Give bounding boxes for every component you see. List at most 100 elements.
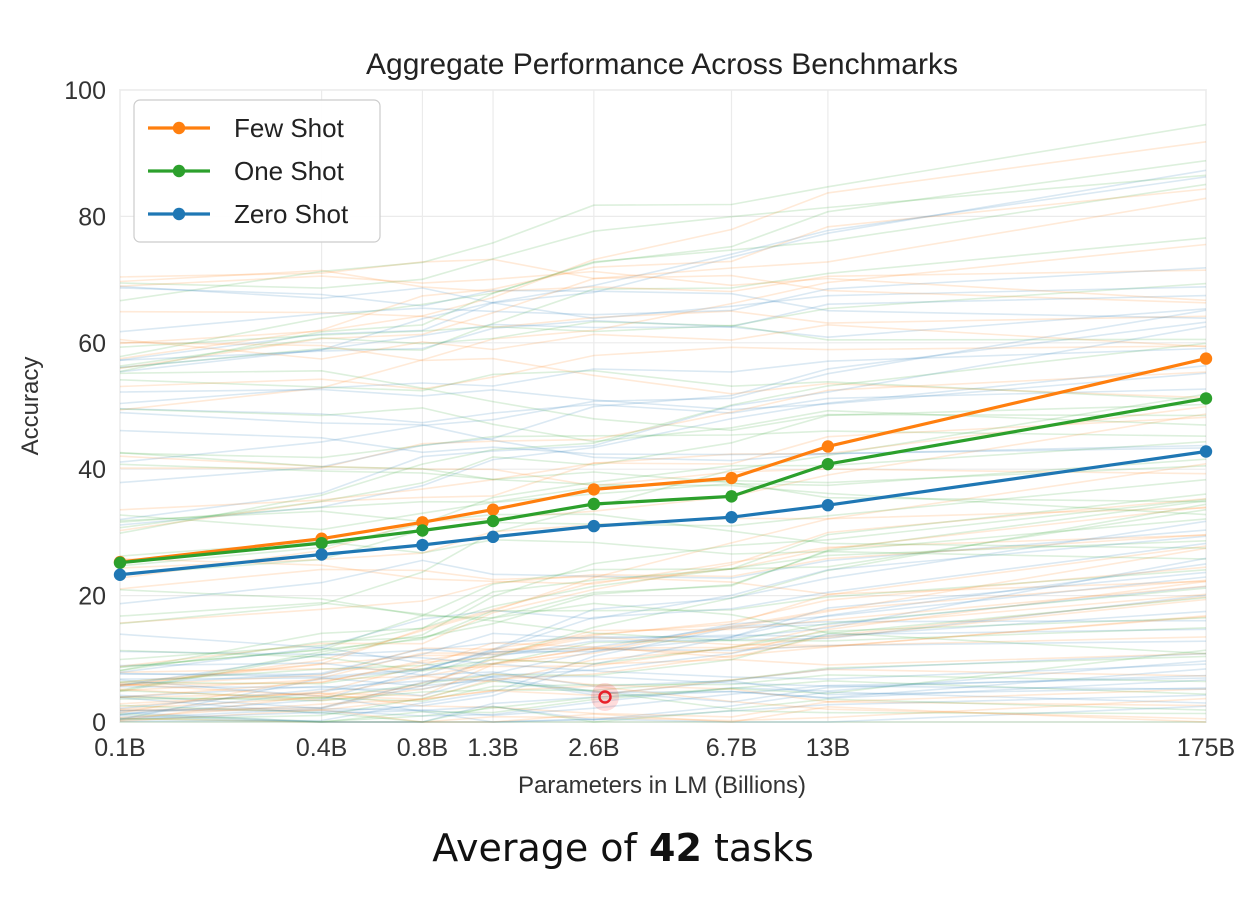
- task-line: [119, 636, 1207, 686]
- task-line: [119, 674, 1207, 703]
- task-line: [119, 323, 1207, 360]
- task-line: [119, 610, 1207, 676]
- x-tick-label: 13B: [806, 734, 850, 762]
- task-line: [119, 440, 1207, 567]
- task-line: [119, 679, 1207, 723]
- task-line: [119, 183, 1207, 373]
- task-line: [119, 679, 1207, 723]
- data-point: [113, 568, 127, 581]
- data-point: [725, 471, 738, 485]
- task-line: [119, 580, 1207, 687]
- task-line: [119, 497, 1207, 668]
- legend-marker: [172, 164, 186, 178]
- task-line: [119, 285, 1207, 320]
- task-line: [119, 308, 1207, 373]
- task-line: [119, 506, 1207, 684]
- data-point: [725, 511, 738, 524]
- task-line: [119, 451, 1207, 516]
- task-line: [119, 569, 1207, 669]
- data-point: [821, 440, 835, 453]
- task-line: [119, 342, 1207, 534]
- legend: Few Shot One Shot Zero Shot: [133, 99, 381, 243]
- task-line: [119, 309, 1207, 463]
- task-line: [119, 679, 1207, 710]
- task-line: [119, 345, 1207, 390]
- task-line: [119, 540, 1207, 661]
- task-line: [119, 675, 1207, 710]
- task-line: [119, 571, 1207, 687]
- task-line: [119, 520, 1207, 721]
- data-point: [113, 556, 127, 569]
- task-line: [119, 692, 1207, 718]
- y-tick-label: 0: [92, 709, 106, 737]
- cursor-marker: [591, 683, 619, 711]
- task-line: [119, 547, 1207, 721]
- task-line: [119, 369, 1207, 432]
- task-line: [119, 587, 1207, 685]
- task-line: [119, 341, 1207, 399]
- task-line: [119, 533, 1207, 624]
- task-line: [119, 535, 1207, 674]
- task-line: [119, 677, 1207, 720]
- legend-marker: [172, 207, 186, 221]
- x-axis-label: Parameters in LM (Billions): [518, 772, 806, 799]
- legend-label: Zero Shot: [234, 199, 349, 229]
- task-line: [119, 270, 1207, 302]
- data-point: [1199, 392, 1213, 405]
- task-line: [119, 616, 1207, 692]
- task-line: [119, 595, 1207, 708]
- data-point: [821, 457, 835, 471]
- task-line: [119, 601, 1207, 642]
- task-line: [119, 596, 1207, 700]
- series-line-few-shot: [119, 357, 1207, 564]
- task-line: [119, 499, 1207, 693]
- task-line: [119, 668, 1207, 723]
- legend-marker: [172, 121, 186, 135]
- task-line: [119, 372, 1207, 411]
- data-point: [416, 538, 429, 552]
- task-line: [119, 287, 1207, 319]
- task-line: [119, 529, 1207, 605]
- x-tick-label: 2.6B: [568, 734, 619, 762]
- chart-title: Aggregate Performance Across Benchmarks: [366, 48, 958, 81]
- caption-count: 42: [649, 826, 702, 870]
- task-line: [119, 294, 1207, 362]
- task-line: [119, 557, 1207, 712]
- task-line: [119, 563, 1207, 721]
- task-line: [119, 576, 1207, 678]
- task-line: [119, 680, 1207, 721]
- task-line: [119, 566, 1207, 714]
- x-tick-label: 175B: [1177, 734, 1235, 762]
- task-line: [119, 429, 1207, 456]
- data-point: [315, 536, 328, 550]
- task-line: [119, 672, 1207, 703]
- task-line: [119, 705, 1207, 723]
- task-line: [119, 545, 1207, 686]
- task-line: [119, 169, 1207, 361]
- task-line: [119, 364, 1207, 526]
- series-lines: [113, 352, 1213, 581]
- task-line: [119, 510, 1207, 549]
- task-line: [119, 498, 1207, 692]
- task-line: [119, 188, 1207, 360]
- legend-label: Few Shot: [234, 113, 345, 143]
- task-line: [119, 538, 1207, 560]
- task-line: [119, 369, 1207, 401]
- task-line: [119, 594, 1207, 687]
- task-line: [120, 660, 1207, 717]
- task-lines: [119, 123, 1207, 723]
- data-point: [821, 499, 835, 512]
- y-tick-label: 100: [64, 77, 106, 105]
- legend-box: [133, 99, 381, 243]
- task-line: [119, 347, 1207, 405]
- y-tick-label: 60: [78, 330, 106, 358]
- task-line: [119, 413, 1207, 579]
- task-line: [119, 697, 1207, 723]
- data-point: [416, 524, 429, 537]
- task-line: [119, 411, 1207, 462]
- task-line: [119, 324, 1207, 348]
- task-line: [119, 668, 1207, 722]
- data-point: [486, 503, 500, 516]
- x-tick-label: 0.8B: [397, 734, 448, 762]
- task-line: [119, 258, 1207, 304]
